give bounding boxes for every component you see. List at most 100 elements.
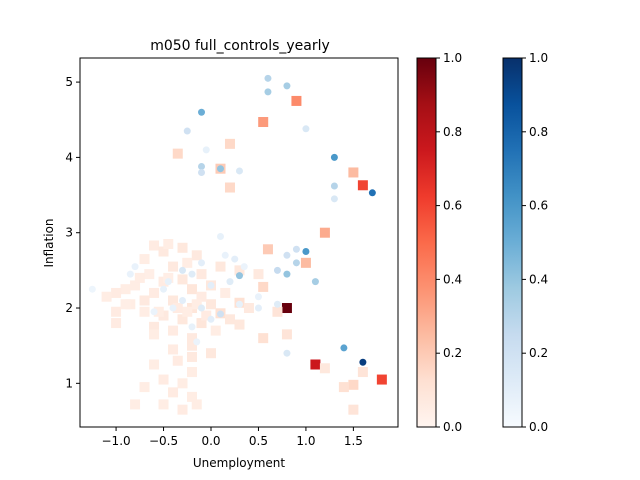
colorbar-reds: 0.0 0.2 0.4 0.6 0.8 1.0: [416, 51, 462, 434]
square-point-73: [158, 399, 169, 410]
square-point-68: [158, 374, 169, 385]
circle-point-50: [240, 263, 248, 271]
square-point-91: [163, 239, 174, 250]
circle-point-28: [216, 310, 224, 318]
circle-point-14: [292, 245, 300, 253]
square-point-82: [163, 272, 174, 283]
circle-point-35: [131, 263, 139, 271]
x-tick-label-4: 1.0: [296, 434, 315, 448]
x-tick-label-3: 0.5: [249, 434, 268, 448]
square-point-35: [191, 250, 202, 261]
x-tick-label-5: 1.5: [344, 434, 363, 448]
circle-point-45: [254, 304, 262, 312]
circle-point-8: [198, 168, 206, 176]
circle-point-22: [231, 255, 239, 263]
circle-point-15: [302, 248, 310, 256]
square-point-19: [258, 281, 269, 292]
circle-point-18: [273, 266, 281, 274]
circle-point-33: [226, 278, 234, 286]
circle-point-0: [264, 74, 272, 82]
square-point-65: [149, 359, 160, 370]
colorbar-reds-label-4: 0.8: [443, 125, 462, 139]
square-point-47: [101, 291, 112, 302]
square-point-57: [196, 318, 207, 329]
square-point-29: [234, 265, 245, 276]
square-point-60: [168, 325, 179, 336]
circle-point-41: [169, 304, 177, 312]
square-point-87: [182, 306, 193, 317]
square-point-78: [220, 287, 231, 298]
square-point-36: [139, 254, 150, 265]
square-point-88: [172, 303, 183, 314]
series-squares: [101, 95, 387, 415]
colorbar-blues-label-4: 0.8: [529, 125, 548, 139]
circle-point-40: [188, 323, 196, 331]
square-point-80: [144, 269, 155, 280]
circle-point-16: [283, 251, 291, 259]
square-point-0: [291, 95, 302, 106]
square-point-53: [111, 306, 122, 317]
colorbar-blues-label-5: 1.0: [529, 51, 548, 65]
circle-point-17: [292, 259, 300, 267]
square-point-41: [187, 284, 198, 295]
square-point-3: [172, 148, 183, 159]
square-point-25: [205, 348, 216, 359]
circle-point-44: [254, 293, 262, 301]
circle-point-1: [283, 82, 291, 90]
square-point-90: [210, 325, 221, 336]
colorbar-blues-label-0: 0.0: [529, 420, 548, 434]
circle-point-32: [207, 281, 215, 289]
circle-point-3: [198, 108, 206, 116]
y-axis: 1 2 3 4 5: [65, 75, 80, 390]
colorbar-reds-label-0: 0.0: [443, 420, 462, 434]
square-point-51: [205, 299, 216, 310]
colorbar-reds-gradient: [416, 57, 437, 428]
circle-point-37: [179, 296, 187, 304]
circle-point-30: [179, 266, 187, 274]
circle-point-2: [264, 88, 272, 96]
colorbar-blues-gradient: [502, 57, 523, 428]
square-point-81: [182, 257, 193, 268]
square-point-84: [120, 299, 131, 310]
square-point-14: [348, 379, 359, 390]
colorbar-blues-label-3: 0.6: [529, 199, 548, 213]
square-point-71: [168, 387, 179, 398]
colorbar-reds-ticks: 0.0 0.2 0.4 0.6 0.8 1.0: [436, 51, 462, 434]
square-point-1: [258, 117, 269, 128]
x-axis: −1.0 −0.5 0.0 0.5 1.0 1.5: [102, 427, 363, 448]
circle-point-47: [126, 270, 134, 278]
square-point-63: [168, 344, 179, 355]
circle-point-43: [235, 300, 243, 308]
circle-point-31: [188, 270, 196, 278]
square-point-45: [120, 284, 131, 295]
circle-point-19: [283, 270, 291, 278]
series-circles: [88, 74, 376, 366]
circle-point-12: [368, 189, 376, 197]
y-axis-label: Inflation: [42, 218, 56, 267]
square-point-32: [149, 240, 160, 251]
square-point-39: [177, 274, 188, 285]
circle-point-6: [198, 162, 206, 170]
square-point-18: [348, 404, 359, 415]
colorbar-blues-label-2: 0.4: [529, 272, 548, 286]
square-point-6: [357, 180, 368, 191]
colorbar-reds-label-1: 0.2: [443, 346, 462, 360]
square-point-67: [187, 367, 198, 378]
square-point-30: [215, 261, 226, 272]
square-point-75: [191, 399, 202, 410]
square-point-72: [187, 391, 198, 402]
square-point-28: [281, 329, 292, 340]
circle-point-23: [216, 232, 224, 240]
y-tick-label-0: 1: [65, 376, 73, 390]
circle-point-42: [150, 308, 158, 316]
x-tick-label-0: −1.0: [102, 434, 131, 448]
x-axis-label: Unemployment: [193, 456, 286, 470]
square-point-76: [130, 399, 141, 410]
y-tick-label-4: 5: [65, 75, 73, 89]
circle-point-21: [235, 272, 243, 280]
square-point-64: [187, 351, 198, 362]
square-point-77: [196, 291, 207, 302]
circle-point-36: [88, 285, 96, 293]
circle-point-48: [164, 278, 172, 286]
square-point-7: [348, 167, 359, 178]
